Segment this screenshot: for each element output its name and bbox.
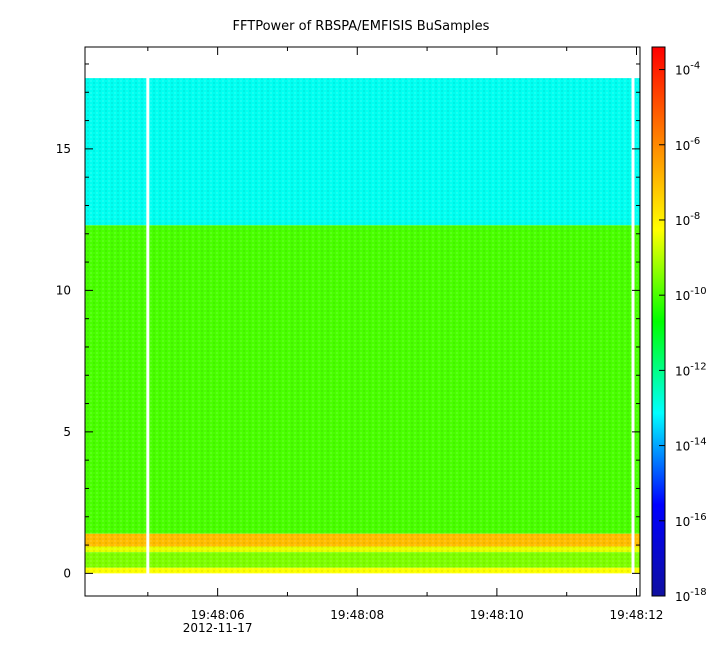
x-tick-label: 19:48:10 — [470, 608, 524, 622]
y-tick-label: 10 — [56, 283, 71, 297]
data-gap — [146, 77, 150, 575]
colorbar-tick-label: 10-18 — [675, 587, 707, 604]
spectrogram-band-texture — [85, 552, 640, 568]
chart-title: FFTPower of RBSPA/EMFISIS BuSamples — [233, 19, 490, 34]
colorbar-tick-label: 10-8 — [675, 211, 700, 228]
x-tick-label: 19:48:06 — [191, 608, 245, 622]
x-tick-label: 19:48:12 — [610, 608, 664, 622]
spectrogram-band-texture — [85, 567, 640, 574]
colorbar-tick-label: 10-16 — [675, 512, 707, 529]
x-tick-label: 19:48:08 — [330, 608, 384, 622]
colorbar-tick-label: 10-4 — [675, 61, 700, 78]
x-axis: 19:48:06 19:48:08 19:48:10 19:48:12 2012-11-… — [147, 47, 664, 635]
spectrogram-band-texture — [85, 533, 640, 547]
colorbar: 10-4 10-6 10-8 10-10 10-12 10-14 10-16 10-18 — [651, 46, 707, 604]
plot-area — [84, 46, 641, 597]
data-gap — [631, 77, 635, 575]
colorbar-tick-label: 10-14 — [675, 437, 707, 454]
spectrogram-band-texture — [85, 225, 640, 534]
plot-frame — [84, 46, 641, 597]
y-tick-label: 15 — [56, 142, 71, 156]
colorbar-tick-label: 10-12 — [675, 361, 707, 378]
y-axis: 0 5 10 15 — [56, 63, 640, 580]
colorbar-gradient — [651, 46, 666, 597]
x-date-label: 2012-11-17 — [183, 621, 253, 635]
colorbar-tick-label: 10-10 — [675, 286, 707, 303]
y-tick-label: 0 — [63, 566, 71, 580]
spectrogram-band-texture — [85, 78, 640, 226]
y-tick-label: 5 — [63, 425, 71, 439]
colorbar-tick-label: 10-6 — [675, 136, 700, 153]
spectrogram-band-texture — [85, 546, 640, 553]
